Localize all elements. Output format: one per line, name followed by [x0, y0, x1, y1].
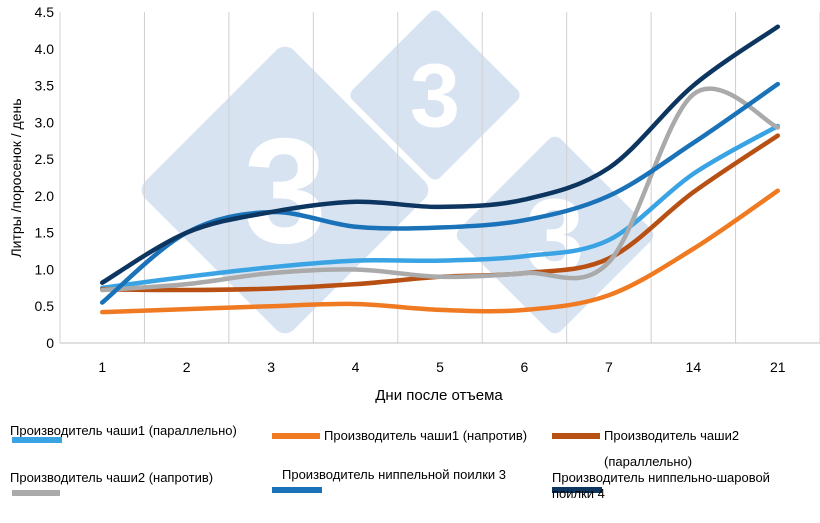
- series-layer: [99, 24, 781, 315]
- series-line-1: [99, 123, 781, 291]
- legend-label: Производитель чаши1 (напротив): [324, 428, 528, 443]
- y-tick-label: 3.5: [35, 78, 55, 94]
- legend-label: Производитель чаши2 (параллельно): [604, 428, 740, 469]
- y-tick-label: 1.5: [35, 225, 55, 241]
- y-axis-label: Литры /поросенок / день: [8, 98, 24, 257]
- x-tick-label: 6: [521, 359, 529, 375]
- watermark-square: [350, 10, 520, 180]
- legend-swatch: [552, 487, 602, 493]
- x-tick-label: 14: [686, 359, 702, 375]
- x-tick-label: 5: [436, 359, 444, 375]
- legend-label: Производитель чаши2 (напротив): [10, 470, 214, 485]
- y-tick-label: 3.0: [35, 114, 55, 130]
- legend-swatch: [12, 490, 60, 496]
- y-tick-label: 0: [46, 335, 54, 351]
- y-tick-label: 4.5: [35, 4, 55, 20]
- x-tick-label: 7: [605, 359, 613, 375]
- x-tick-label: 3: [267, 359, 275, 375]
- legend-swatch: [552, 433, 600, 439]
- watermark-square: [456, 136, 654, 334]
- y-tick-label: 4.0: [35, 41, 55, 57]
- legend-label: Производитель чаши1 (параллельно): [10, 423, 237, 438]
- x-tick-label: 4: [352, 359, 360, 375]
- y-axis-ticks: 0 0.5 1.0 1.5 2.0 2.5 3.0 3.5 4.0 4.5: [35, 4, 55, 351]
- y-tick-label: 1.0: [35, 261, 55, 277]
- series-line-4: [99, 86, 781, 293]
- x-tick-label: 2: [183, 359, 191, 375]
- series-line-6: [99, 24, 781, 285]
- x-axis-label: Дни после отъема: [375, 387, 503, 404]
- legend-swatch: [12, 437, 62, 443]
- legend-label: Производитель ниппельно-шаровой поилки 4: [552, 470, 770, 501]
- watermark-glyph: 3: [410, 47, 460, 147]
- legend-label: Производитель ниппельной поилки 3: [282, 467, 507, 482]
- legend-swatch: [272, 433, 320, 439]
- y-tick-label: 2.0: [35, 188, 55, 204]
- x-axis-ticks: 1 2 3 4 5 6 7 14 21: [98, 359, 785, 375]
- y-tick-label: 0.5: [35, 298, 55, 314]
- legend-swatch: [272, 487, 322, 493]
- watermark-glyph: 3: [243, 107, 326, 275]
- x-tick-label: 21: [770, 359, 786, 375]
- series-line-2: [99, 188, 781, 315]
- y-tick-label: 2.5: [35, 151, 55, 167]
- x-tick-label: 1: [98, 359, 106, 375]
